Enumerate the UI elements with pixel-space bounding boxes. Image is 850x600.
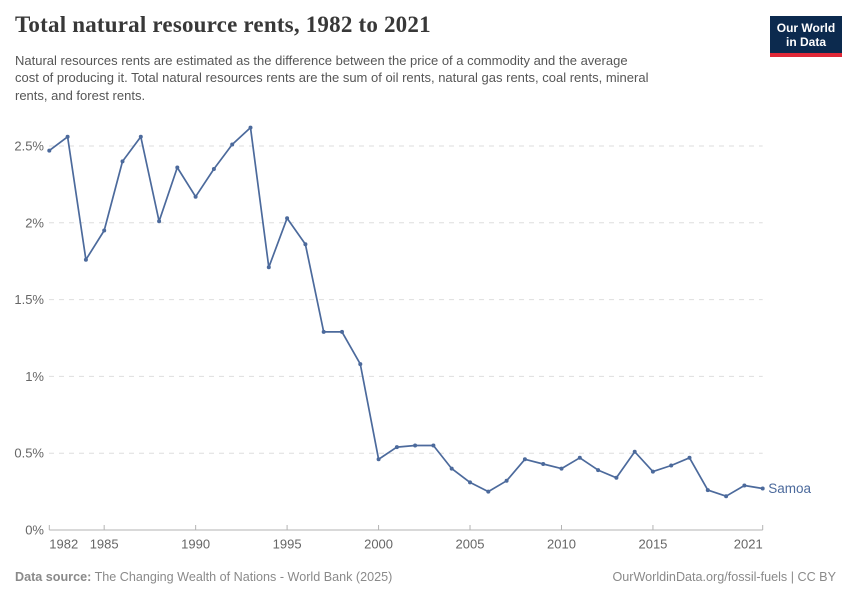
data-point[interactable] [102, 228, 107, 233]
series-label-samoa[interactable]: Samoa [768, 481, 811, 496]
y-axis-label: 0.5% [14, 446, 44, 461]
data-point[interactable] [248, 125, 253, 130]
data-source-note: Data source: The Changing Wealth of Nati… [15, 570, 392, 584]
chart-subtitle: Natural resources rents are estimated as… [15, 52, 648, 104]
data-point[interactable] [650, 469, 655, 474]
data-point[interactable] [230, 142, 235, 147]
data-point[interactable] [559, 466, 564, 471]
x-axis-label: 1982 [49, 537, 78, 552]
data-point[interactable] [449, 466, 454, 471]
x-axis-label: 2021 [734, 537, 763, 552]
data-point[interactable] [486, 489, 491, 494]
data-point[interactable] [705, 488, 710, 493]
data-point[interactable] [285, 216, 290, 221]
data-point[interactable] [321, 329, 326, 334]
x-axis-label: 2010 [547, 537, 576, 552]
data-point[interactable] [394, 445, 399, 450]
credit-link[interactable]: OurWorldinData.org/fossil-fuels | CC BY [612, 570, 836, 584]
y-axis-label: 0% [25, 523, 44, 538]
data-point[interactable] [47, 148, 52, 153]
data-point[interactable] [632, 449, 637, 454]
data-point[interactable] [266, 265, 271, 270]
data-point[interactable] [742, 483, 747, 488]
owid-logo-line2: in Data [785, 35, 826, 49]
x-axis-label: 2015 [638, 537, 667, 552]
data-point[interactable] [468, 480, 472, 485]
data-point[interactable] [303, 242, 308, 247]
data-point[interactable] [83, 257, 88, 262]
x-axis-label: 2005 [456, 537, 485, 552]
chart-title: Total natural resource rents, 1982 to 20… [15, 12, 431, 37]
y-axis-label: 1.5% [14, 292, 44, 307]
data-point[interactable] [614, 475, 619, 480]
subtitle-line: rents, and forest rents. [15, 87, 146, 103]
data-point[interactable] [211, 167, 216, 171]
subtitle-line: Natural resources rents are estimated as… [15, 53, 628, 68]
data-point[interactable] [760, 486, 765, 491]
data-source-label: Data source: [15, 570, 92, 584]
owid-logo[interactable]: Our World in Data [770, 16, 842, 57]
x-axis-label: 1990 [181, 537, 210, 552]
data-point[interactable] [504, 478, 509, 483]
data-point[interactable] [138, 134, 143, 139]
x-axis-label: 1995 [273, 537, 302, 552]
data-point[interactable] [413, 443, 418, 448]
data-point[interactable] [431, 443, 436, 448]
data-point[interactable] [669, 463, 674, 468]
data-point[interactable] [65, 134, 70, 139]
y-axis-label: 2% [25, 215, 44, 230]
data-point[interactable] [358, 362, 363, 367]
data-point[interactable] [724, 494, 729, 499]
x-axis-label: 1985 [90, 537, 119, 552]
data-point[interactable] [175, 165, 180, 170]
data-source-value: The Changing Wealth of Nations - World B… [91, 570, 393, 584]
data-point[interactable] [340, 329, 344, 334]
data-point[interactable] [376, 457, 381, 462]
x-axis-label: 2000 [364, 537, 393, 552]
subtitle-line: cost of producing it. Total natural reso… [15, 70, 649, 86]
owid-logo-line1: Our World [776, 21, 836, 35]
data-point[interactable] [522, 457, 527, 462]
data-point[interactable] [120, 159, 125, 164]
data-point[interactable] [193, 194, 198, 199]
data-point[interactable] [687, 455, 692, 460]
y-axis-label: 1% [25, 369, 44, 384]
data-point[interactable] [596, 468, 601, 473]
data-point[interactable] [577, 455, 582, 460]
chart-footer: Data source: The Changing Wealth of Nati… [0, 567, 850, 593]
y-axis-label: 2.5% [14, 139, 44, 154]
data-point[interactable] [541, 462, 546, 466]
data-point[interactable] [157, 219, 162, 224]
data-line-samoa[interactable] [48, 126, 764, 498]
